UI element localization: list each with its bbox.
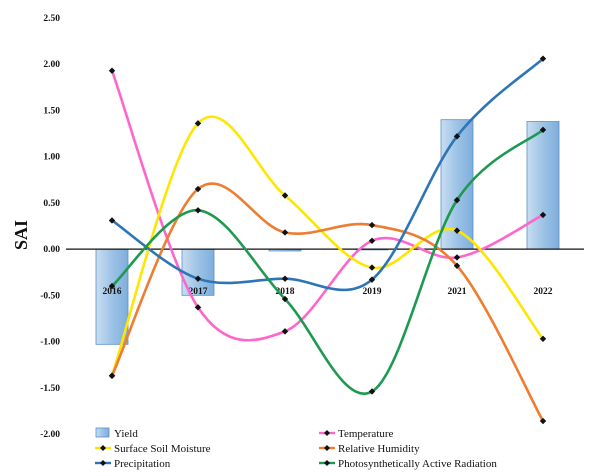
temperature-marker: [109, 67, 115, 73]
category-label: 2019: [363, 287, 382, 297]
category-label: 2021: [448, 287, 467, 297]
yield-bar: [527, 122, 559, 250]
y-tick-label: 1.00: [43, 153, 60, 163]
y-tick-labels: 2.50 2.00 1.50 1.00 0.50 0.00 -0.50 -1.00 -1.50 -…: [40, 14, 60, 440]
legend-marker: [100, 460, 106, 466]
legend-marker: [100, 445, 106, 451]
y-tick-label: -1.50: [40, 384, 60, 394]
y-axis-label: SAI: [11, 220, 31, 250]
photosynthetically-active-radiation-marker: [195, 207, 201, 213]
legend-label-surface-soil-moisture: Surface Soil Moisture: [114, 443, 211, 455]
legend-marker: [324, 430, 330, 436]
y-tick-label: -2.00: [40, 430, 60, 440]
legend-marker: [324, 445, 330, 451]
relative-humidity-marker: [282, 229, 288, 235]
legend-label-precipitation: Precipitation: [114, 458, 171, 470]
legend-marker: [324, 460, 330, 466]
series-lines: [109, 55, 546, 424]
surface-soil-moisture-marker: [369, 264, 375, 270]
y-tick-label: 2.00: [43, 60, 60, 70]
y-tick-label: 0.50: [43, 199, 60, 209]
y-tick-label: -0.50: [40, 291, 60, 301]
legend-label-temperature: Temperature: [338, 428, 394, 440]
surface-soil-moisture-line: [112, 117, 543, 376]
relative-humidity-marker: [369, 222, 375, 228]
category-label: 2022: [534, 287, 553, 297]
legend-label-photosynthetically-active-radiation: Photosynthetically Active Radiation: [338, 458, 497, 470]
legend-label-relative-humidity: Relative Humidity: [338, 443, 420, 455]
legend-swatch-yield: [96, 428, 109, 437]
y-tick-label: 0.00: [43, 245, 60, 255]
precipitation-marker: [282, 275, 288, 281]
y-tick-label: 2.50: [43, 14, 60, 24]
legend-label-yield: Yield: [114, 428, 138, 440]
temperature-marker: [454, 254, 460, 260]
legend: Yield Temperature Surface Soil Moisture Rel…: [95, 428, 497, 470]
y-tick-label: 1.50: [43, 106, 60, 116]
y-tick-label: -1.00: [40, 338, 60, 348]
